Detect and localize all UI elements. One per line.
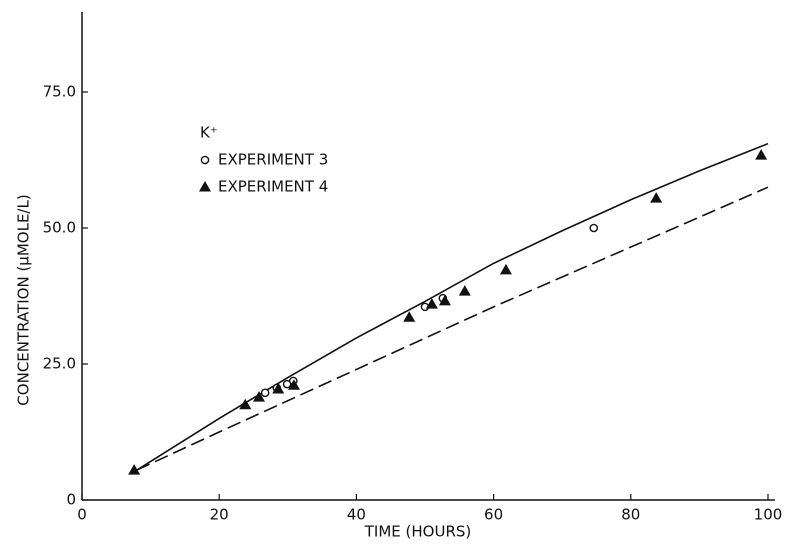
point [128, 464, 141, 475]
point [589, 223, 599, 233]
x-tick-label: 40 [347, 506, 366, 524]
point [239, 398, 252, 410]
point [260, 388, 270, 398]
point [650, 192, 663, 203]
x-tick-label: 60 [484, 506, 503, 524]
y-tick-label: 75.0 [43, 83, 76, 101]
curve [136, 186, 769, 471]
point [458, 285, 471, 296]
legend-label: EXPERIMENT 3 [218, 151, 328, 169]
x-axis-label: TIME (HOURS) [364, 523, 472, 541]
y-tick-label: 0 [66, 491, 76, 509]
curve [136, 142, 769, 471]
x-tick-label: 20 [210, 506, 229, 524]
point [403, 311, 416, 322]
legend-title: K⁺ [200, 124, 218, 142]
point [272, 383, 285, 394]
x-tick-label: 100 [754, 506, 783, 524]
legend-marker [200, 155, 210, 165]
legend-label: EXPERIMENT 4 [218, 178, 328, 196]
x-tick-label: 80 [621, 506, 640, 524]
point [499, 263, 512, 275]
y-axis-label: CONCENTRATION (μMOLE/L) [15, 194, 33, 405]
point [425, 298, 438, 309]
point [287, 379, 300, 390]
x-tick-label: 0 [77, 506, 87, 524]
y-tick-label: 25.0 [43, 355, 76, 373]
legend-marker [199, 181, 211, 192]
point [755, 149, 768, 160]
y-tick-label: 50.0 [43, 219, 76, 237]
point [438, 294, 451, 306]
point [252, 391, 265, 402]
